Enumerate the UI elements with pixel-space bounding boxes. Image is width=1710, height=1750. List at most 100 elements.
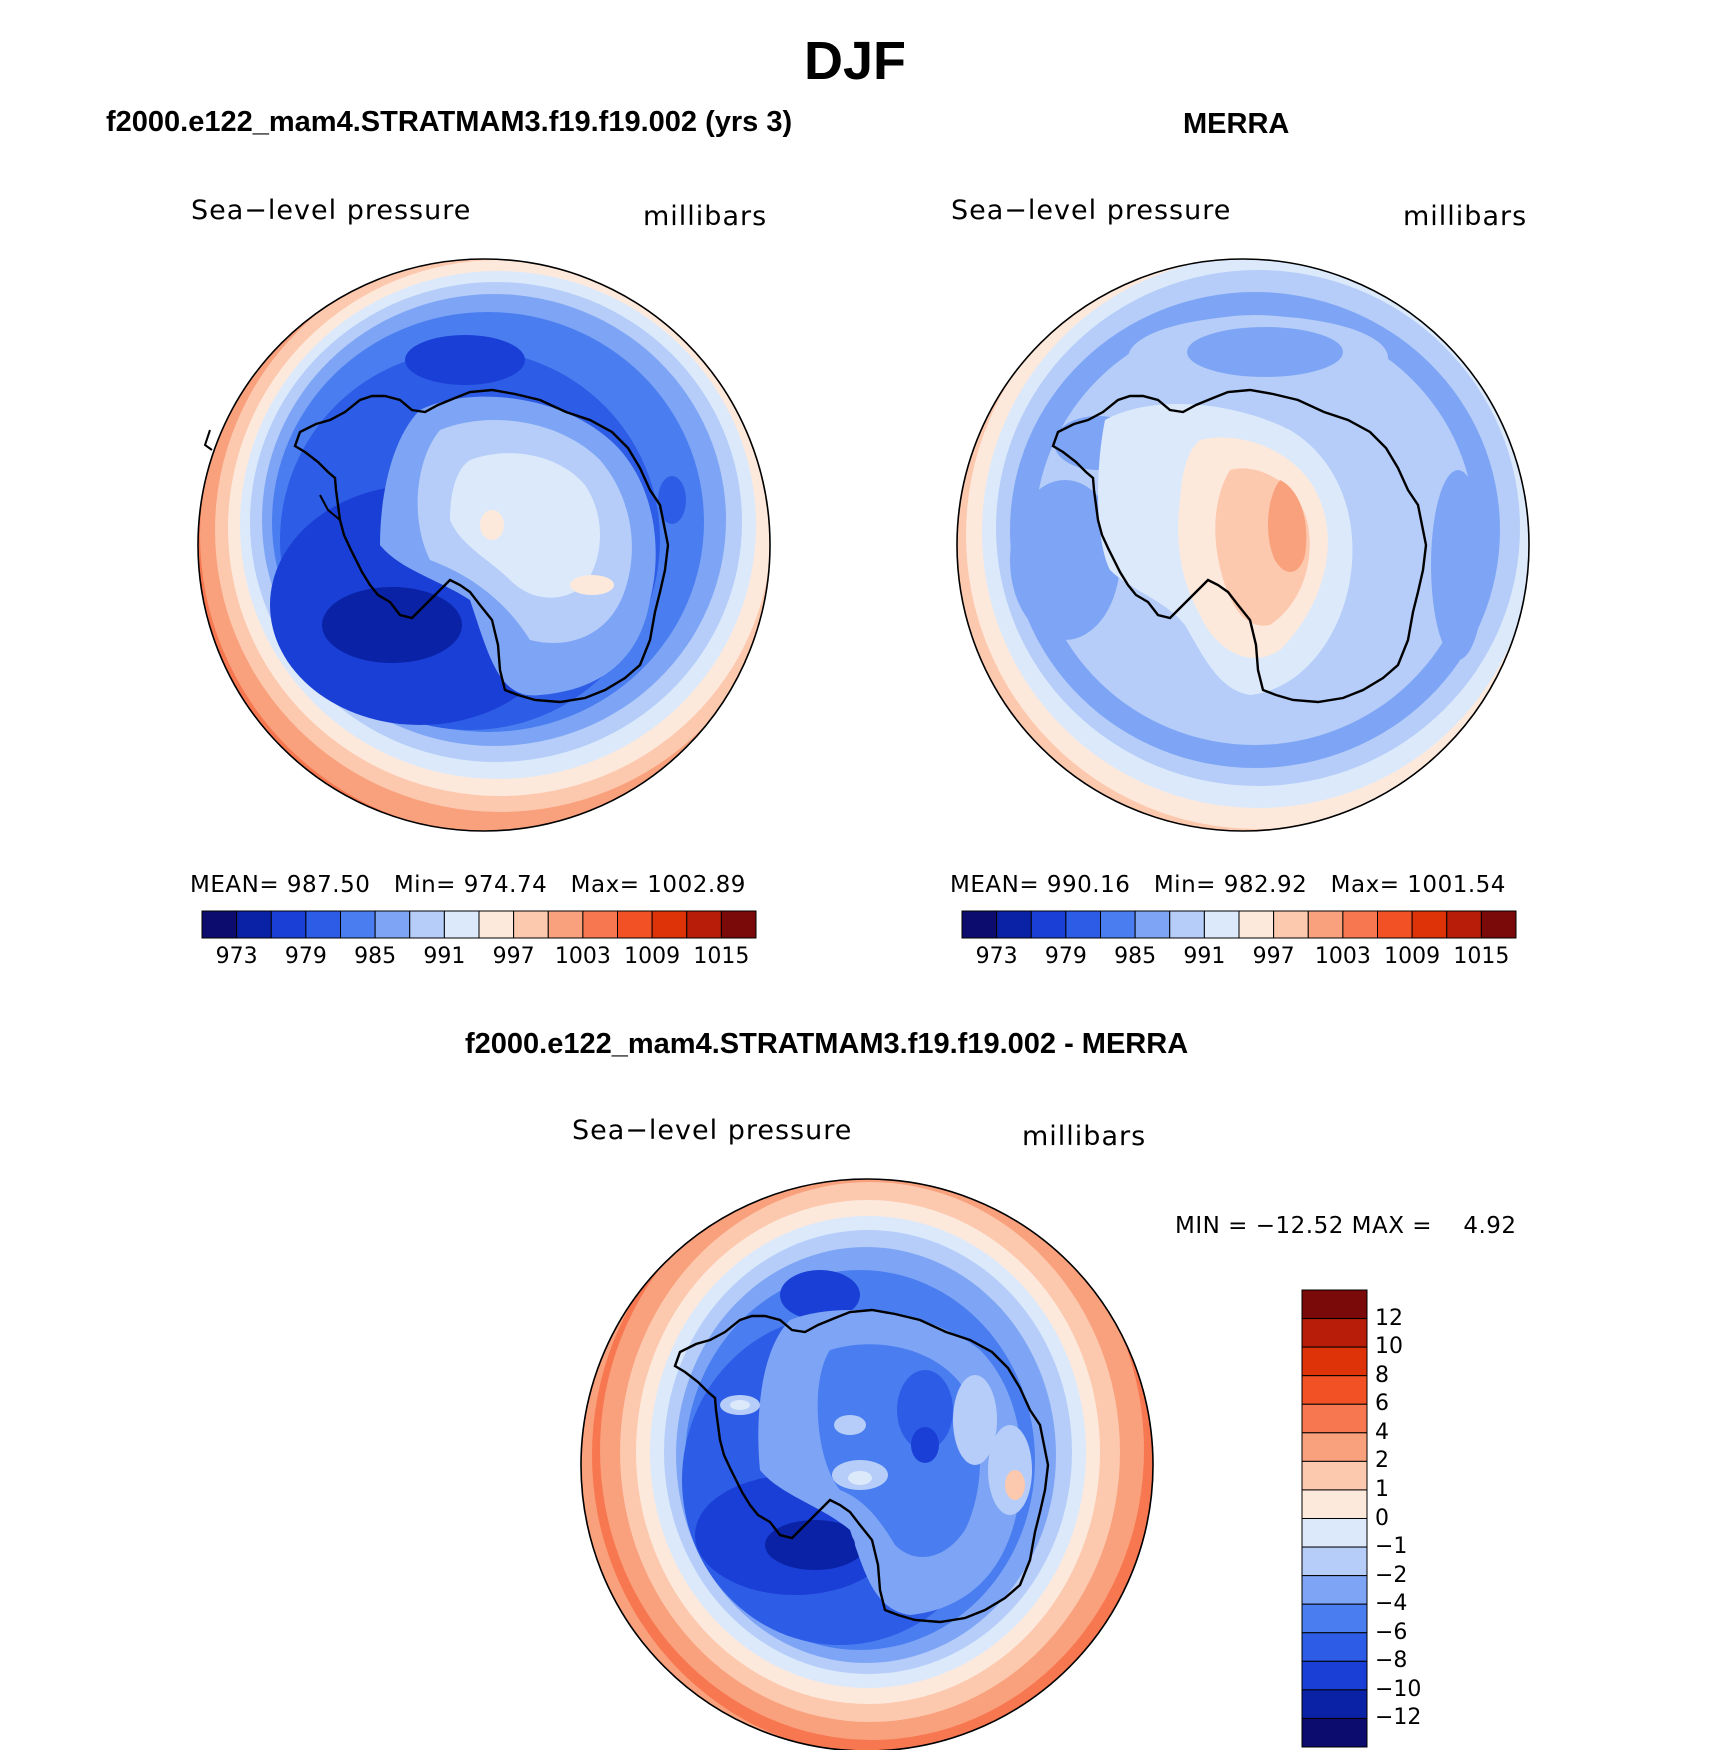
obs-colorbar-swatch	[996, 910, 1032, 939]
model-max-label: Max=	[570, 872, 640, 898]
diff-colorbar-swatch	[1301, 1546, 1368, 1577]
obs-colorbar-tick: 997	[1252, 944, 1295, 969]
model-colorbar-swatch	[547, 910, 584, 939]
diff-panel-title: f2000.e122_mam4.STRATMAM3.f19.f19.002 - …	[465, 1028, 1189, 1060]
diff-colorbar-tick: 6	[1375, 1391, 1389, 1417]
diff-colorbar-tick: 8	[1375, 1362, 1389, 1388]
model-colorbar-swatch	[478, 910, 515, 939]
diff-colorbar-swatch	[1301, 1289, 1368, 1320]
diff-units-label: millibars	[1022, 1121, 1147, 1152]
diff-colorbar-tick: 0	[1375, 1505, 1389, 1531]
model-colorbar-tick: 985	[354, 944, 397, 969]
diff-colorbar-swatch	[1301, 1518, 1368, 1548]
obs-stats: MEAN= 990.16 Min= 982.92 Max= 1001.54	[950, 872, 1506, 898]
model-colorbar-swatch	[236, 910, 272, 939]
diff-colorbar-swatch	[1301, 1432, 1368, 1462]
model-panel-title: f2000.e122_mam4.STRATMAM3.f19.f19.002 (y…	[106, 106, 793, 138]
model-colorbar-swatch	[374, 910, 411, 939]
obs-colorbar-tick: 1015	[1453, 944, 1510, 969]
obs-min-number: 982.92	[1223, 872, 1308, 898]
diff-colorbar-swatch	[1301, 1632, 1368, 1662]
model-colorbar-swatch	[340, 910, 376, 939]
model-min-label: Min=	[393, 872, 456, 898]
diff-colorbar-tick: −1	[1375, 1534, 1408, 1560]
obs-colorbar-swatch	[961, 910, 998, 939]
model-colorbar-swatch	[686, 910, 722, 939]
obs-colorbar-swatch	[1169, 910, 1205, 939]
model-variable-label: Sea−level pressure	[191, 195, 472, 226]
diff-minmax: MIN = −12.52 MAX = 4.92	[1175, 1213, 1517, 1239]
diff-colorbar-tick: 2	[1375, 1448, 1389, 1474]
obs-colorbar-swatch	[1273, 910, 1309, 939]
obs-colorbar-swatch	[1307, 910, 1344, 939]
model-colorbar-tick: 1009	[624, 944, 681, 969]
diff-colorbar-tick: −10	[1375, 1676, 1422, 1702]
obs-units-label: millibars	[1403, 201, 1528, 232]
diff-colorbar-tick: −6	[1375, 1619, 1408, 1645]
obs-colorbar-tick: 985	[1114, 944, 1157, 969]
model-colorbar-tick: 1015	[693, 944, 750, 969]
obs-colorbar-tick: 991	[1183, 944, 1226, 969]
model-colorbar-tick: 979	[284, 944, 327, 969]
obs-panel-title: MERRA	[1183, 108, 1290, 140]
model-colorbar-swatch	[720, 910, 757, 939]
diff-colorbar-swatch	[1301, 1403, 1368, 1434]
obs-colorbar-swatch	[1203, 910, 1240, 939]
obs-colorbar-swatch	[1065, 910, 1101, 939]
diff-colorbar-swatch	[1301, 1318, 1368, 1348]
diff-variable-label: Sea−level pressure	[572, 1115, 853, 1146]
obs-colorbar-swatch	[1480, 910, 1517, 939]
obs-colorbar-swatch	[1377, 910, 1413, 939]
model-units-label: millibars	[643, 201, 768, 232]
model-colorbar-tick: 991	[423, 944, 466, 969]
diff-colorbar-swatch	[1301, 1575, 1368, 1605]
obs-min-label: Min=	[1153, 872, 1216, 898]
diff-colorbar-tick: −4	[1375, 1591, 1408, 1617]
obs-colorbar-tick: 1009	[1384, 944, 1441, 969]
obs-colorbar-swatch	[1100, 910, 1136, 939]
model-colorbar	[201, 910, 757, 939]
model-colorbar-swatch	[443, 910, 480, 939]
obs-max-number: 1001.54	[1407, 872, 1506, 898]
diff-colorbar-swatch	[1301, 1460, 1368, 1491]
model-colorbar-swatch	[270, 910, 307, 939]
obs-colorbar-swatch	[1238, 910, 1275, 939]
model-colorbar-swatch	[409, 910, 445, 939]
diff-polar-map	[580, 1178, 1154, 1750]
diff-colorbar-swatch	[1301, 1375, 1368, 1405]
obs-mean-number: 990.16	[1046, 872, 1131, 898]
diff-colorbar-swatch	[1301, 1689, 1368, 1719]
obs-colorbar-swatch	[1342, 910, 1378, 939]
diff-colorbar-swatch	[1301, 1603, 1368, 1634]
obs-max-label: Max=	[1330, 872, 1400, 898]
model-colorbar-swatch	[651, 910, 688, 939]
obs-colorbar-tick: 973	[975, 944, 1018, 969]
diff-colorbar	[1301, 1289, 1368, 1748]
model-colorbar-swatch	[201, 910, 238, 939]
obs-colorbar-swatch	[1134, 910, 1171, 939]
diff-colorbar-swatch	[1301, 1717, 1368, 1748]
figure-title: DJF	[803, 31, 906, 91]
obs-variable-label: Sea−level pressure	[951, 195, 1232, 226]
model-colorbar-swatch	[513, 910, 549, 939]
obs-colorbar-swatch	[1411, 910, 1448, 939]
model-min-number: 974.74	[463, 872, 548, 898]
obs-colorbar-tick: 1003	[1314, 944, 1371, 969]
diff-colorbar-tick: 4	[1375, 1419, 1389, 1445]
obs-colorbar-swatch	[1446, 910, 1482, 939]
obs-colorbar-swatch	[1030, 910, 1067, 939]
diff-colorbar-swatch	[1301, 1489, 1368, 1519]
diff-colorbar-swatch	[1301, 1346, 1368, 1377]
model-colorbar-tick: 1003	[554, 944, 611, 969]
model-max-number: 1002.89	[647, 872, 746, 898]
model-colorbar-swatch	[582, 910, 618, 939]
diff-colorbar-tick: 12	[1375, 1305, 1403, 1331]
obs-colorbar	[961, 910, 1517, 939]
diff-colorbar-tick: 10	[1375, 1334, 1403, 1360]
obs-colorbar-tick: 979	[1044, 944, 1087, 969]
model-polar-map	[197, 258, 771, 832]
model-mean-number: 987.50	[286, 872, 371, 898]
model-mean-label: MEAN=	[190, 872, 280, 898]
diff-colorbar-tick: −8	[1375, 1648, 1408, 1674]
